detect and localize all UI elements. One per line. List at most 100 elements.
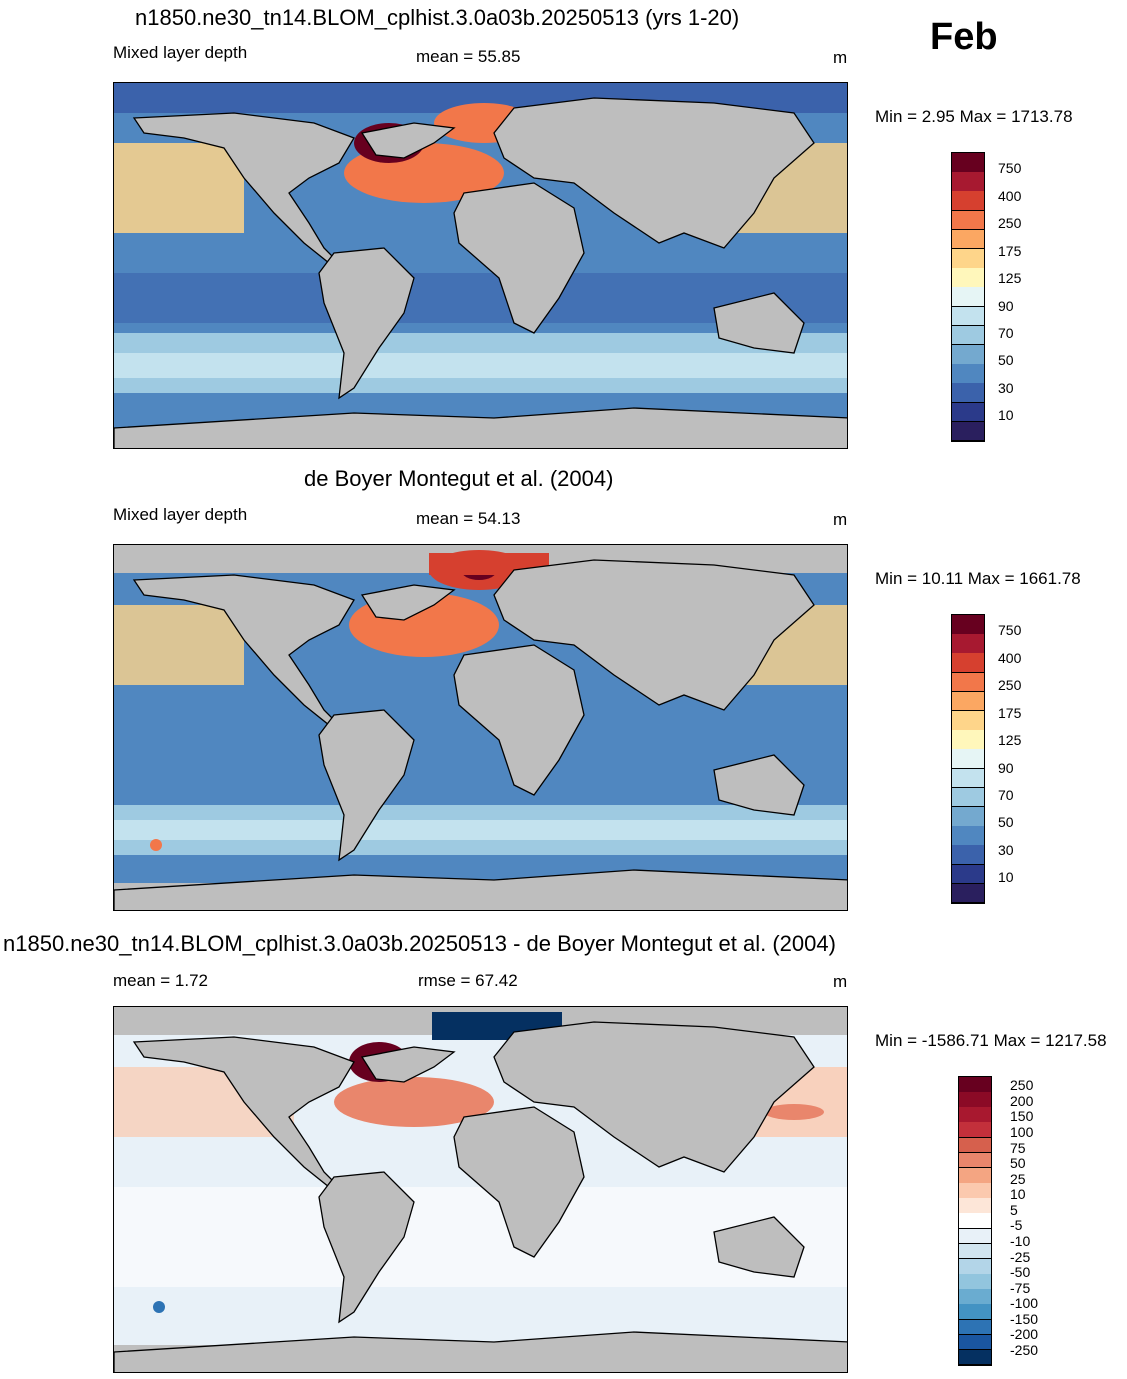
colorbar-swatch (959, 1122, 991, 1139)
colorbar-swatch (952, 768, 984, 789)
panel-2-left-label: Mixed layer depth (113, 505, 248, 524)
colorbar-tick-label: 90 (998, 297, 1014, 314)
colorbar-tick-label: 50 (998, 814, 1014, 831)
colorbar-swatch (952, 826, 984, 846)
colorbar-swatch (952, 210, 984, 231)
panel-3-title: n1850.ne30_tn14.BLOM_cplhist.3.0a03b.202… (3, 931, 836, 956)
colorbar-swatch (959, 1349, 991, 1366)
panel-1-map-svg (114, 83, 847, 448)
colorbar-tick-label: 175 (998, 704, 1022, 721)
colorbar-swatch (952, 383, 984, 404)
panel-1-map (113, 82, 848, 449)
colorbar-swatch (952, 402, 984, 423)
colorbar-tick-label: 125 (998, 732, 1022, 749)
colorbar-swatch (959, 1183, 991, 1199)
panel-3-minmax: Min = -1586.71 Max = 1217.58 (875, 1031, 1107, 1050)
colorbar-swatch (959, 1077, 991, 1093)
colorbar-swatch (952, 653, 984, 674)
month-label: Feb (930, 16, 998, 58)
colorbar-swatch (959, 1228, 991, 1245)
colorbar-tick-label: -5 (1010, 1217, 1023, 1234)
colorbar-swatch (952, 153, 984, 173)
panel-1-colorbar (951, 152, 985, 442)
panel-3-map (113, 1006, 848, 1373)
colorbar-swatch (959, 1334, 991, 1351)
colorbar-tick-label: 400 (998, 649, 1022, 666)
colorbar-swatch (959, 1304, 991, 1321)
colorbar-swatch (952, 345, 984, 365)
panel-1-title: n1850.ne30_tn14.BLOM_cplhist.3.0a03b.202… (135, 5, 740, 30)
panel-3-left-label: mean = 1.72 (113, 971, 208, 990)
colorbar-swatch (959, 1319, 991, 1336)
colorbar-tick-label: 70 (998, 325, 1014, 342)
colorbar-swatch (959, 1198, 991, 1214)
colorbar-tick-label: 250 (998, 215, 1022, 232)
colorbar-tick-label: -25 (1010, 1248, 1031, 1265)
colorbar-tick-label: -10 (1010, 1233, 1031, 1250)
panel-1-unit-label: m (833, 48, 848, 67)
panel-2-map (113, 544, 848, 911)
colorbar-swatch (959, 1092, 991, 1108)
colorbar-tick-label: 70 (998, 787, 1014, 804)
colorbar-swatch (952, 787, 984, 808)
colorbar-swatch (952, 845, 984, 866)
panel-1-minmax: Min = 2.95 Max = 1713.78 (875, 107, 1073, 126)
colorbar-swatch (952, 615, 984, 635)
panel-2-unit-label: m (833, 510, 848, 529)
colorbar-swatch (952, 883, 984, 904)
colorbar-tick-label: 5 (1010, 1201, 1018, 1218)
colorbar-tick-label: -75 (1010, 1279, 1031, 1296)
colorbar-swatch (959, 1213, 991, 1230)
colorbar-swatch (959, 1243, 991, 1260)
colorbar-tick-label: -200 (1010, 1326, 1039, 1343)
colorbar-swatch (959, 1258, 991, 1275)
colorbar-tick-label: 30 (998, 841, 1014, 858)
colorbar-tick-label: 175 (998, 242, 1022, 259)
colorbar-swatch (952, 191, 984, 212)
panel-2-colorbar (951, 614, 985, 904)
colorbar-tick-label: 400 (998, 187, 1022, 204)
colorbar-tick-label: 10 (998, 407, 1014, 424)
panel-2-map-svg (114, 545, 847, 910)
panel-3-rmse-label: rmse = 67.42 (418, 971, 518, 990)
colorbar-tick-label: 10 (1010, 1186, 1026, 1203)
colorbar-swatch (959, 1167, 991, 1184)
panel-2-title: de Boyer Montegut et al. (2004) (304, 466, 614, 491)
colorbar-swatch (952, 864, 984, 885)
colorbar-tick-label: 10 (998, 869, 1014, 886)
colorbar-tick-label: 250 (998, 677, 1022, 694)
colorbar-tick-label: 75 (1010, 1139, 1026, 1156)
panel-2-minmax: Min = 10.11 Max = 1661.78 (875, 569, 1081, 588)
colorbar-swatch (959, 1107, 991, 1123)
colorbar-tick-label: 50 (998, 352, 1014, 369)
colorbar-swatch (959, 1289, 991, 1305)
colorbar-tick-label: 25 (1010, 1170, 1026, 1187)
colorbar-tick-label: 50 (1010, 1155, 1026, 1172)
colorbar-tick-label: -100 (1010, 1295, 1039, 1312)
colorbar-tick-label: 200 (1010, 1092, 1034, 1109)
colorbar-swatch (952, 325, 984, 346)
colorbar-tick-label: 750 (998, 622, 1022, 639)
colorbar-tick-label: 250 (1010, 1077, 1034, 1094)
colorbar-tick-label: -150 (1010, 1310, 1039, 1327)
panel-1-left-label: Mixed layer depth (113, 43, 248, 62)
panel-3-unit-label: m (833, 972, 848, 991)
colorbar-tick-label: 30 (998, 379, 1014, 396)
colorbar-swatch (952, 306, 984, 327)
colorbar-tick-label: 750 (998, 160, 1022, 177)
colorbar-swatch (952, 287, 984, 308)
colorbar-swatch (952, 249, 984, 269)
colorbar-swatch (952, 364, 984, 384)
colorbar-tick-label: -250 (1010, 1341, 1039, 1358)
colorbar-swatch (952, 634, 984, 654)
colorbar-swatch (952, 268, 984, 288)
colorbar-swatch (959, 1274, 991, 1290)
colorbar-tick-label: 125 (998, 270, 1022, 287)
panel-1-mean-label: mean = 55.85 (416, 47, 521, 66)
colorbar-tick-label: 150 (1010, 1108, 1034, 1125)
colorbar-swatch (952, 172, 984, 192)
colorbar-swatch (959, 1137, 991, 1154)
panel-3-colorbar (958, 1076, 992, 1366)
colorbar-swatch (952, 711, 984, 731)
colorbar-swatch (952, 691, 984, 712)
